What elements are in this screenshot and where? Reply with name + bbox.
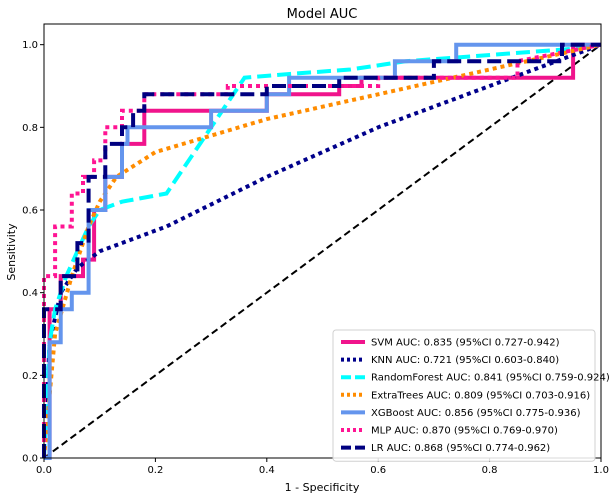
plot-area: 0.0 0.2 0.4 0.6 0.8 1.0 0.0 0.2 0.4 0.6 0.8 1.0	[22, 23, 609, 476]
y-tick-label: 0.8	[22, 123, 38, 134]
x-tick-label: 1.0	[593, 465, 609, 476]
chart-title: Model AUC	[287, 7, 358, 22]
legend-label: RandomForest AUC: 0.841 (95%CI 0.759-0.9…	[371, 373, 610, 384]
legend-label: SVM AUC: 0.835 (95%CI 0.727-0.942)	[371, 338, 560, 349]
legend-label: KNN AUC: 0.721 (95%CI 0.603-0.840)	[371, 355, 559, 366]
x-tick-label: 0.6	[370, 465, 386, 476]
axes-frame	[43, 23, 602, 459]
reference-diagonal-line	[43, 43, 602, 459]
x-axis-title: 1 - Specificity	[285, 481, 360, 494]
y-tick-label: 1.0	[22, 40, 38, 51]
roc-curve-1	[42, 42, 602, 459]
x-tick-label: 0.2	[147, 465, 163, 476]
y-axis-title: Sensitivity	[5, 223, 18, 281]
legend-label: MLP AUC: 0.870 (95%CI 0.769-0.970)	[371, 426, 558, 437]
x-tick-label: 0.0	[36, 465, 52, 476]
legend-box	[332, 329, 596, 462]
roc-curve-5	[42, 42, 602, 458]
y-tick-label: 0.4	[22, 288, 38, 299]
legend-label: XGBoost AUC: 0.856 (95%CI 0.775-0.936)	[371, 408, 581, 419]
roc-curve-6	[42, 42, 601, 458]
legend-label: ExtraTrees AUC: 0.809 (95%CI 0.703-0.916…	[371, 390, 590, 401]
y-tick-label: 0.6	[22, 206, 38, 217]
legend: SVM AUC: 0.835 (95%CI 0.727-0.942) KNN AU…	[332, 329, 610, 462]
x-tick-label: 0.8	[482, 465, 498, 476]
y-tick-label: 0.0	[22, 454, 38, 465]
y-tick-label: 0.2	[22, 371, 38, 382]
roc-curve-2	[42, 42, 602, 459]
x-tick-label: 0.4	[259, 465, 275, 476]
legend-label: LR AUC: 0.868 (95%CI 0.774-0.962)	[371, 443, 550, 454]
